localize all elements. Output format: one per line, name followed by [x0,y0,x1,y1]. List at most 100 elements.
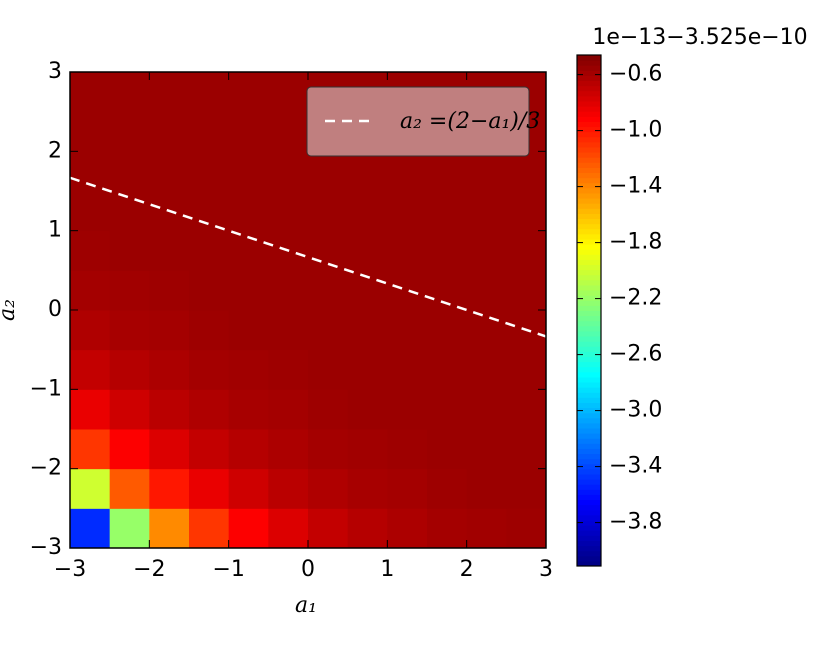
colorbar-band [577,433,601,439]
colorbar-band [577,167,601,174]
colorbar-band [577,315,601,322]
heatmap-cell [109,389,150,430]
heatmap-cell [189,270,230,311]
colorbar-band [577,121,601,128]
colorbar-band [577,187,601,194]
colorbar-band [577,172,601,179]
heatmap-cell [109,230,150,271]
colorbar-band [577,499,601,506]
heatmap-cell [189,389,230,430]
heatmap-cell [506,151,547,192]
heatmap-cell [268,468,309,509]
heatmap-cell [347,191,388,232]
heatmap-cell [387,508,428,549]
heatmap-cell [268,310,309,351]
colorbar-band [577,55,601,61]
heatmap-cell [308,429,349,470]
heatmap-cell [228,270,269,311]
heatmap-cell [189,310,230,351]
colorbar-band [577,540,601,547]
heatmap-cell [189,429,230,470]
heatmap-cell [228,191,269,232]
colorbar-band [577,356,601,363]
heatmap-cell [387,349,428,390]
heatmap-cell [347,429,388,470]
colorbar-band [577,509,601,516]
colorbar-tick-label: −2.6 [609,342,662,367]
legend-box [306,86,530,157]
heatmap-cell [466,468,507,509]
heatmap-cell [347,310,388,351]
x-tick-label: −2 [133,557,165,582]
heatmap-cell [109,508,150,549]
colorbar-band [577,208,601,214]
colorbar-band [577,361,601,368]
y-tick-label: −2 [30,456,62,481]
heatmap-cell [109,429,150,470]
heatmap-cell [466,310,507,351]
heatmap-cell [506,230,547,271]
heatmap-cell [387,310,428,351]
colorbar-band [577,402,601,409]
heatmap-cell [466,429,507,470]
x-tick-label: −1 [212,557,244,582]
heatmap-cell [268,349,309,390]
colorbar-band [577,233,601,240]
colorbar-band [577,417,601,424]
colorbar-band [577,269,601,276]
heatmap-cell [268,389,309,430]
colorbar-band [577,90,601,97]
colorbar-band [577,453,601,460]
colorbar-band [577,146,601,153]
heatmap-cell [387,468,428,509]
colorbar-band [577,290,601,296]
colorbar-frame [576,54,602,567]
heatmap-cell [466,230,507,271]
heatmap-cell [189,191,230,232]
heatmap-cell [387,429,428,470]
heatmap-cell [347,151,388,192]
colorbar-tick-label: −2.2 [609,286,662,311]
heatmap-cell [149,429,190,470]
colorbar-band [577,100,601,107]
heatmap-cell [506,349,547,390]
colorbar-band [577,555,601,562]
heatmap-cell [427,151,468,192]
x-tick-label: 0 [301,557,315,582]
heatmap-cell [228,151,269,192]
heatmap-cell [347,389,388,430]
colorbar-band [577,366,601,373]
heatmap-cell [228,111,269,152]
heatmap-cell [228,72,269,113]
heatmap-cell [347,468,388,509]
heatmap-cell [268,111,309,152]
heatmap-cell [189,230,230,271]
colorbar-band [577,484,601,490]
heatmap-cell [149,349,190,390]
heatmap-cell [70,191,111,232]
heatmap-cell [466,508,507,549]
heatmap-cell [308,310,349,351]
heatmap-cell [149,468,190,509]
heatmap-cell [427,389,468,430]
colorbar-band [577,198,601,204]
heatmap-cell [109,151,150,192]
colorbar-band [577,157,601,163]
colorbar-band [577,136,601,143]
colorbar-band [577,474,601,480]
heatmap-cell [149,151,190,192]
colorbar-band [577,351,601,357]
heatmap-cell [189,72,230,113]
colorbar-band [577,295,601,301]
heatmap-cell [149,270,190,311]
colorbar-band [577,131,601,138]
heatmap-cell [347,508,388,549]
heatmap-cell [506,270,547,311]
heatmap-cell [387,230,428,271]
heatmap-cell [268,72,309,113]
colorbar-band [577,382,601,388]
colorbar-band [577,75,601,82]
heatmap-cell [149,389,190,430]
colorbar-band [577,70,601,76]
heatmap-cell [466,191,507,232]
